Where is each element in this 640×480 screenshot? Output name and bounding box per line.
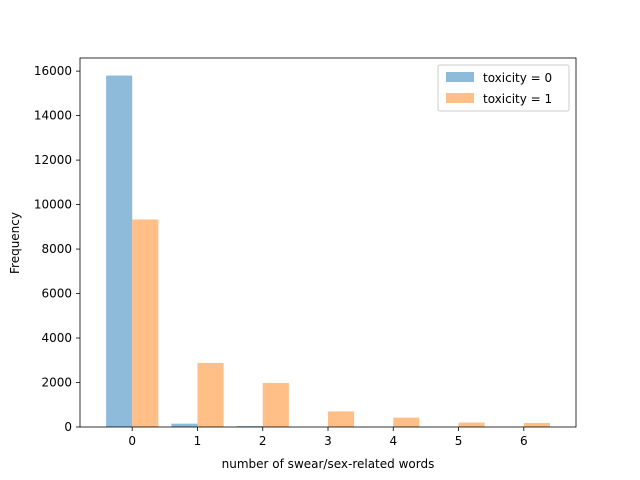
legend-label-1: toxicity = 1 bbox=[483, 92, 552, 106]
x-tick-label-4: 4 bbox=[389, 434, 397, 448]
y-tick-label-14000: 14000 bbox=[34, 109, 72, 123]
bar-series1-0 bbox=[132, 219, 159, 427]
y-tick-label-6000: 6000 bbox=[41, 287, 72, 301]
legend-swatch-1 bbox=[446, 93, 474, 103]
y-tick-label-2000: 2000 bbox=[41, 376, 72, 390]
bar-series0-1 bbox=[171, 423, 198, 427]
bar-series1-1 bbox=[197, 362, 224, 427]
bar-series1-2 bbox=[262, 382, 289, 427]
axes-layer: 0 1 2 3 4 5 6 0 2000 4000 6000 8000 10000 12000 14000 1… bbox=[34, 57, 577, 448]
x-tick-label-0: 0 bbox=[128, 434, 136, 448]
bar-series1-6 bbox=[523, 422, 550, 427]
bar-series1-4 bbox=[393, 417, 420, 427]
x-tick-label-2: 2 bbox=[259, 434, 267, 448]
bar-series1-3 bbox=[328, 411, 355, 427]
x-tick-label-6: 6 bbox=[520, 434, 528, 448]
y-tick-label-8000: 8000 bbox=[41, 242, 72, 256]
bar-series0-2 bbox=[236, 426, 263, 427]
x-tick-label-1: 1 bbox=[194, 434, 202, 448]
y-axis-label: Frequency bbox=[8, 212, 22, 274]
y-tick-label-4000: 4000 bbox=[41, 331, 72, 345]
bar-series1-5 bbox=[458, 422, 485, 427]
legend-label-0: toxicity = 0 bbox=[483, 71, 552, 85]
bar-series0-0 bbox=[106, 75, 133, 428]
bars-layer bbox=[106, 75, 550, 428]
legend-swatch-0 bbox=[446, 72, 474, 82]
y-tick-label-16000: 16000 bbox=[34, 64, 72, 78]
x-axis-label: number of swear/sex-related words bbox=[222, 457, 435, 471]
y-tick-label-0: 0 bbox=[64, 420, 72, 434]
y-tick-label-12000: 12000 bbox=[34, 153, 72, 167]
x-tick-label-3: 3 bbox=[324, 434, 332, 448]
y-tick-label-10000: 10000 bbox=[34, 198, 72, 212]
legend: toxicity = 0 toxicity = 1 bbox=[437, 64, 570, 112]
x-tick-label-5: 5 bbox=[455, 434, 463, 448]
